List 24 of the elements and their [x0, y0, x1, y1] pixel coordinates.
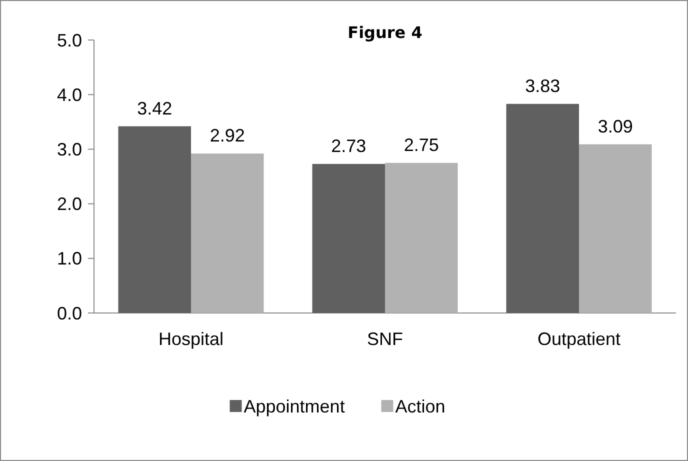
bar [191, 154, 264, 313]
data-label: 3.83 [525, 76, 560, 96]
y-tick-label: 3.0 [56, 140, 82, 160]
x-tick-label: Outpatient [537, 329, 621, 349]
bar [385, 162, 458, 313]
bar [579, 144, 652, 313]
y-tick-label: 0.0 [56, 303, 82, 324]
y-tick-label: 4.0 [56, 84, 82, 105]
data-label: 3.09 [598, 116, 633, 136]
legend-label: Appointment [244, 396, 345, 416]
data-label: 2.73 [331, 136, 366, 156]
x-tick-label: Hospital [158, 329, 224, 349]
bar [506, 104, 579, 313]
data-label: 2.75 [404, 134, 439, 155]
bar [312, 164, 385, 313]
data-label: 2.92 [210, 126, 245, 146]
data-label: 3.42 [137, 98, 172, 118]
y-tick-label: 5.0 [56, 30, 82, 50]
y-tick-label: 1.0 [56, 248, 82, 269]
chart-title: Figure 4 [348, 23, 422, 42]
x-tick-label: SNF [367, 329, 404, 349]
bar [118, 126, 191, 313]
legend-label: Action [395, 396, 446, 416]
y-tick-label: 2.0 [56, 194, 82, 214]
